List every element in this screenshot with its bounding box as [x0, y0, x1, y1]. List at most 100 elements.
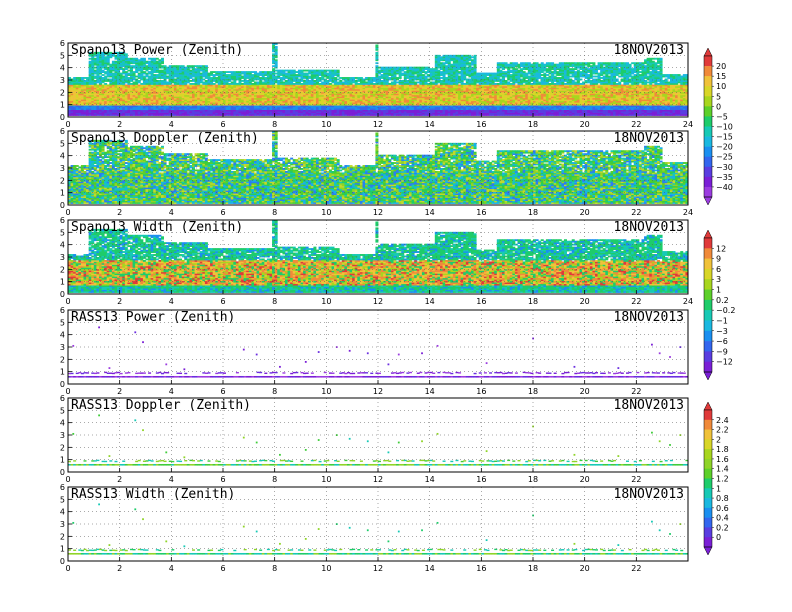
y-tick-label: 4 [60, 152, 65, 161]
y-tick-label: 0 [60, 290, 65, 299]
y-tick-label: 4 [60, 331, 65, 340]
x-tick-label: 22 [631, 475, 641, 484]
x-tick-label: 6 [220, 475, 225, 484]
colorbar-label: 1.2 [716, 475, 729, 484]
x-tick-label: 10 [321, 564, 331, 573]
colorbar-swatch [704, 479, 712, 489]
y-tick-label: 2 [60, 176, 65, 185]
colorbar-swatch [704, 157, 712, 167]
colorbar-swatch [704, 320, 712, 331]
x-tick-label: 18 [528, 475, 538, 484]
x-tick-label: 12 [373, 564, 383, 573]
y-tick-label: 5 [60, 406, 65, 415]
y-tick-label: 2 [60, 265, 65, 274]
colorbar-label: 1.6 [716, 455, 729, 464]
scatter-point [367, 440, 369, 442]
colorbar-swatch [704, 259, 712, 270]
colorbar-swatch [704, 537, 712, 547]
scatter-point [305, 449, 307, 451]
scatter-point [388, 540, 390, 542]
scatter-point [318, 351, 320, 353]
x-tick-label: 12 [373, 475, 383, 484]
colorbar-swatch [704, 248, 712, 259]
scatter-point [279, 454, 281, 456]
scatter-point [243, 349, 245, 351]
colorbar-swatch [704, 469, 712, 479]
scatter-point [437, 345, 439, 347]
colorbar-label: −0.2 [716, 306, 735, 315]
scatter-point [142, 341, 144, 343]
x-tick-label: 0 [65, 208, 70, 217]
y-tick-label: 5 [60, 318, 65, 327]
scatter-point [72, 433, 74, 435]
colorbar-label: −25 [716, 153, 733, 162]
y-tick-label: 0 [60, 468, 65, 477]
scatter-point [388, 363, 390, 365]
x-tick-label: 10 [321, 475, 331, 484]
y-tick-label: 6 [60, 216, 65, 225]
panel-date: 18NOV2013 [614, 398, 684, 413]
x-tick-label: 24 [683, 208, 693, 217]
colorbar-swatch [704, 351, 712, 362]
x-tick-label: 4 [169, 120, 174, 129]
x-tick-label: 10 [321, 297, 331, 306]
colorbar-label: 2.4 [716, 416, 729, 425]
y-tick-label: 1 [60, 278, 65, 287]
x-tick-label: 20 [580, 564, 590, 573]
colorbar-3: 2.42.221.81.61.41.210.80.60.40.20 [704, 402, 729, 555]
x-tick-label: 8 [272, 475, 277, 484]
scatter-point [183, 456, 185, 458]
scatter-point [367, 352, 369, 354]
x-tick-label: 6 [220, 120, 225, 129]
colorbar-label: −12 [716, 358, 733, 367]
x-tick-label: 2 [117, 208, 122, 217]
x-tick-label: 4 [169, 297, 174, 306]
colorbar-swatch [704, 127, 712, 137]
x-tick-label: 0 [65, 120, 70, 129]
x-tick-label: 10 [321, 120, 331, 129]
y-tick-label: 6 [60, 483, 65, 492]
scatter-point [134, 331, 136, 333]
colorbar-swatch [704, 106, 712, 116]
x-tick-label: 14 [425, 564, 435, 573]
colorbar-swatch [704, 449, 712, 459]
colorbar-label: 1 [716, 286, 721, 295]
colorbar-swatch [704, 147, 712, 157]
colorbar-swatch [704, 137, 712, 147]
colorbar-swatch [704, 76, 712, 86]
y-tick-label: 3 [60, 520, 65, 529]
panel-date: 18NOV2013 [614, 220, 684, 235]
colorbar-swatch [704, 269, 712, 280]
x-tick-label: 22 [631, 297, 641, 306]
colorbar-swatch [704, 331, 712, 342]
colorbar-label: 2 [716, 435, 721, 444]
colorbar-swatch [704, 488, 712, 498]
colorbar-swatch [704, 177, 712, 187]
x-tick-label: 18 [528, 120, 538, 129]
colorbar-swatch [704, 527, 712, 537]
x-tick-label: 12 [373, 297, 383, 306]
colorbar-swatch [704, 439, 712, 449]
colorbar-label: 9 [716, 255, 721, 264]
x-tick-label: 8 [272, 564, 277, 573]
scatter-point [134, 419, 136, 421]
colorbars-group: 20151050−5−10−15−20−25−30−35−401296310.2… [704, 48, 735, 555]
scatter-point [486, 450, 488, 452]
scatter-point [349, 438, 351, 440]
colorbar-label: −1 [716, 316, 728, 325]
x-tick-label: 6 [220, 564, 225, 573]
y-tick-label: 3 [60, 253, 65, 262]
colorbar-swatch [704, 300, 712, 311]
scatter-point [72, 345, 74, 347]
x-tick-label: 0 [65, 475, 70, 484]
scatter-point [243, 437, 245, 439]
scatter-point [318, 439, 320, 441]
colorbar-label: 0 [716, 533, 721, 542]
x-tick-label: 16 [476, 208, 486, 217]
colorbar-swatch [704, 86, 712, 96]
y-tick-label: 0 [60, 380, 65, 389]
